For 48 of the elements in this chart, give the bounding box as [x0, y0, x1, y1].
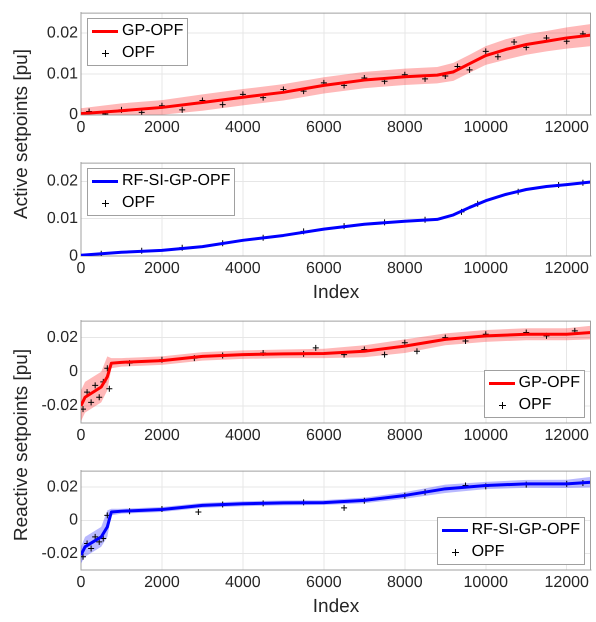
- legend-label: RF-SI-GP-OPF: [472, 521, 580, 539]
- x-axis-title: Index: [312, 282, 360, 303]
- x-tick-label: 4000: [225, 260, 261, 278]
- y-tick-label: 0: [69, 363, 78, 380]
- x-tick-label: 4000: [225, 426, 261, 444]
- x-tick-label: 10000: [464, 118, 508, 136]
- legend-label: OPF: [122, 194, 155, 212]
- x-tick-label: 10000: [464, 574, 508, 592]
- x-tick-label: 8000: [387, 260, 423, 278]
- y-axis-title: Active setpoints [pu]: [11, 49, 33, 220]
- y-tick-label: 0: [69, 512, 78, 529]
- legend-label: GP-OPF: [122, 22, 184, 40]
- x-tick-label: 8000: [387, 118, 423, 136]
- y-tick-label: 0.02: [46, 172, 78, 190]
- x-tick-label: 2000: [144, 574, 180, 592]
- y-tick-label: 0: [69, 247, 78, 264]
- x-tick-label: 4000: [225, 118, 261, 136]
- x-tick-label: 6000: [306, 260, 342, 278]
- x-tick-label: 6000: [306, 118, 342, 136]
- y-tick-label: 0.02: [46, 329, 78, 346]
- y-axis-title: Reactive setpoints [pu]: [11, 349, 33, 542]
- x-tick-label: 2000: [144, 260, 180, 278]
- x-tick-label: 10000: [464, 260, 508, 278]
- x-tick-label: 2000: [144, 118, 180, 136]
- y-tick-label: -0.02: [42, 397, 78, 414]
- y-tick-label: 0: [69, 106, 78, 124]
- x-tick-label: 2000: [144, 426, 180, 444]
- x-tick-label: 8000: [387, 426, 423, 444]
- legend-label: OPF: [518, 396, 552, 414]
- x-tick-label: 12000: [544, 426, 590, 444]
- y-tick-label: 0.01: [46, 65, 78, 82]
- x-tick-label: 10000: [464, 426, 508, 444]
- x-axis-title: Index: [312, 596, 360, 617]
- x-tick-label: 6000: [306, 426, 342, 444]
- x-tick-label: 6000: [306, 574, 342, 592]
- y-tick-label: 0.02: [46, 478, 78, 496]
- y-tick-label: -0.02: [42, 544, 78, 562]
- y-tick-label: 0.02: [46, 24, 78, 42]
- x-tick-label: 4000: [225, 574, 261, 592]
- legend-label: GP-OPF: [518, 374, 580, 392]
- legend-label: RF-SI-GP-OPF: [122, 172, 230, 190]
- y-tick-label: 0.01: [46, 210, 78, 228]
- legend-label: OPF: [472, 543, 504, 561]
- legend-label: OPF: [122, 44, 155, 62]
- x-tick-label: 12000: [544, 574, 590, 592]
- x-tick-label: 12000: [544, 118, 590, 136]
- x-tick-label: 12000: [544, 260, 590, 278]
- x-tick-label: 8000: [387, 574, 423, 592]
